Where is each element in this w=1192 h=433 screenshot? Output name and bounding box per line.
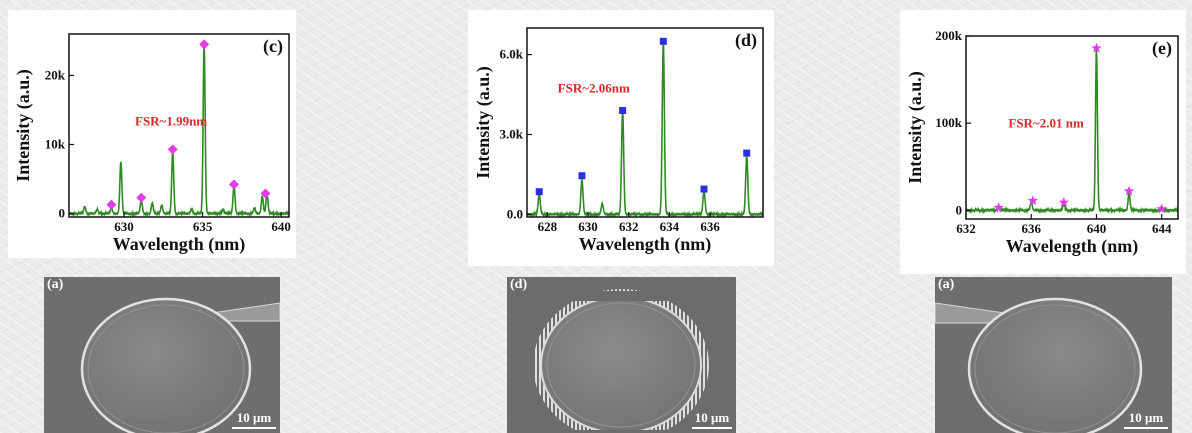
peak-marker-3 — [659, 37, 667, 45]
peak-marker-4 — [1123, 185, 1135, 196]
y-tick-label: 3.0k — [500, 126, 524, 141]
x-tick-label: 630 — [578, 219, 598, 234]
peak-marker-5 — [260, 188, 271, 199]
y-tick-label: 200k — [935, 28, 963, 43]
fsr-annotation: FSR~2.01 nm — [1008, 116, 1084, 131]
scale-bar-line — [232, 427, 276, 429]
peak-marker-2 — [619, 107, 627, 115]
peak-marker-2 — [1058, 196, 1070, 207]
peak-marker-2 — [167, 144, 178, 155]
spectrum-chart-d: 628 630 632 634 636 0.0 3.0k 6.0k Wavelength (nm… — [473, 27, 764, 255]
x-axis-label: Wavelength (nm) — [113, 234, 246, 255]
peak-marker-4 — [229, 179, 239, 190]
peak-marker-4 — [700, 185, 708, 193]
scale-bar-text: 10 μm — [236, 410, 272, 425]
sem-label: (a) — [47, 277, 64, 292]
panel-label: (e) — [1152, 38, 1172, 59]
x-axis-label: Wavelength (nm) — [579, 234, 712, 255]
plot-frame — [68, 33, 290, 218]
plot-frame — [965, 35, 1179, 220]
y-tick-label: 100k — [935, 115, 963, 130]
peak-marker-0 — [106, 199, 117, 210]
scale-bar-text: 10 μm — [1128, 410, 1164, 425]
sem-image-3: (a) 10 μm — [935, 277, 1172, 433]
x-tick-label: 635 — [193, 219, 213, 234]
peak-marker-3 — [199, 39, 210, 50]
peak-marker-3 — [1091, 42, 1102, 53]
spectrum-chart-c: 630 635 640 0 10k 20k Wavelength (nm) Intensity… — [13, 33, 291, 255]
sem-image-1: (a) 10 μm — [44, 277, 280, 433]
x-tick-label: 628 — [538, 219, 558, 234]
sem-label: (d) — [510, 277, 528, 292]
y-tick-label: 0 — [956, 202, 963, 217]
y-tick-label: 0 — [59, 206, 66, 221]
y-tick-label: 0.0 — [507, 206, 523, 221]
chart-panel-c: 630 635 640 0 10k 20k Wavelength (nm) Intensity… — [8, 10, 296, 258]
spectrum-series-line — [526, 41, 764, 219]
scale-bar-text: 10 μm — [694, 410, 730, 425]
microdisk-with-gratings-graphic — [507, 277, 736, 433]
x-tick-label: 632 — [619, 219, 639, 234]
fsr-annotation: FSR~1.99nm — [135, 114, 207, 129]
x-tick-label: 630 — [114, 219, 134, 234]
microdisk-with-waveguide-graphic — [44, 277, 280, 433]
peak-marker-1 — [136, 192, 147, 203]
scale-bar: 10 μm — [692, 410, 732, 429]
y-tick-label: 6.0k — [500, 47, 524, 62]
peak-marker-5 — [743, 149, 751, 157]
sem-image-2: (d) 10 μm — [507, 277, 736, 433]
peak-marker-1 — [578, 172, 586, 180]
scale-bar: 10 μm — [1124, 410, 1168, 429]
peak-marker-5 — [1156, 203, 1167, 214]
fsr-annotation: FSR~2.06nm — [558, 80, 630, 95]
x-axis-label: Wavelength (nm) — [1006, 236, 1139, 257]
y-axis-label: Intensity (a.u.) — [905, 71, 926, 184]
panel-label: (c) — [263, 36, 283, 57]
x-tick-label: 636 — [1021, 221, 1041, 236]
spectrum-chart-e: 632 636 640 644 0 100k 200k Wavelength (nm) Inte… — [905, 28, 1179, 257]
sem-label: (a) — [938, 277, 955, 292]
spectrum-series-line — [965, 50, 1179, 215]
microdisk-with-waveguide-graphic — [935, 277, 1172, 433]
x-tick-label: 644 — [1152, 221, 1172, 236]
peak-marker-0 — [535, 188, 543, 196]
x-tick-label: 632 — [956, 221, 976, 236]
x-tick-label: 634 — [660, 219, 680, 234]
spectrum-series-line — [68, 43, 290, 218]
chart-panel-d: 628 630 632 634 636 0.0 3.0k 6.0k Wavelength (nm… — [468, 10, 774, 266]
peak-markers — [106, 39, 271, 210]
x-tick-label: 640 — [1087, 221, 1107, 236]
y-axis-label: Intensity (a.u.) — [473, 66, 494, 179]
y-tick-label: 20k — [45, 67, 66, 82]
peak-marker-1 — [1027, 195, 1039, 206]
x-tick-label: 640 — [271, 219, 291, 234]
y-axis-label: Intensity (a.u.) — [13, 69, 34, 182]
x-tick-label: 636 — [700, 219, 720, 234]
scale-bar-line — [692, 427, 732, 429]
plot-frame — [526, 27, 764, 218]
chart-panel-e: 632 636 640 644 0 100k 200k Wavelength (nm) Inte… — [900, 10, 1186, 274]
scale-bar-line — [1124, 427, 1168, 429]
peak-markers — [535, 37, 751, 196]
peak-markers — [993, 42, 1167, 214]
peak-marker-0 — [993, 202, 1004, 213]
y-tick-label: 10k — [45, 136, 66, 151]
panel-label: (d) — [735, 30, 757, 51]
scale-bar: 10 μm — [232, 410, 276, 429]
